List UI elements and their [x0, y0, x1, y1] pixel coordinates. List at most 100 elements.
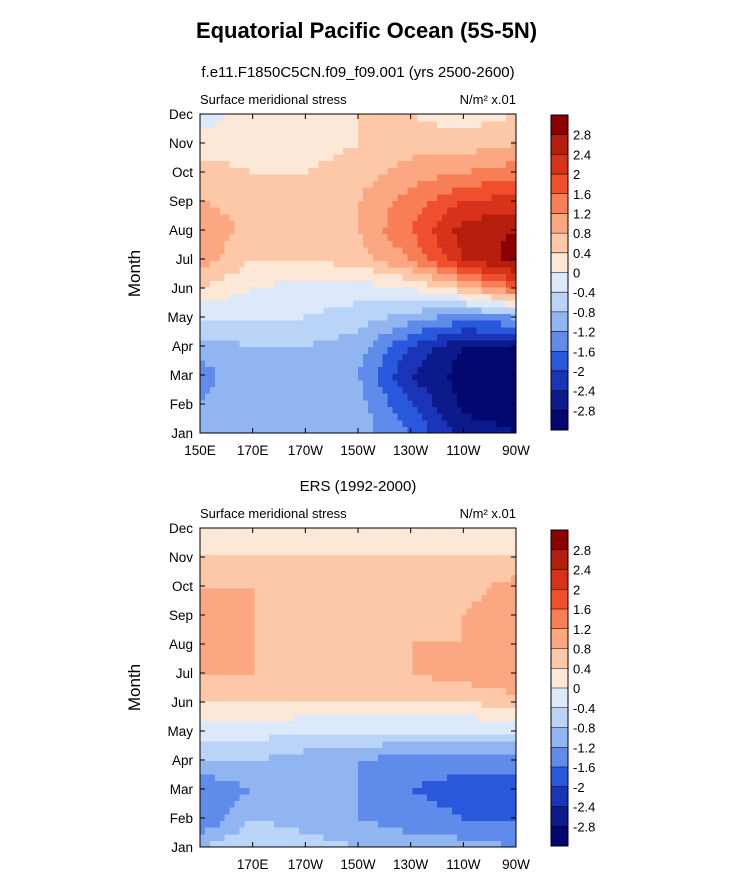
heatmap-cell	[224, 180, 231, 188]
heatmap-cell	[441, 419, 448, 427]
heatmap-cell	[476, 147, 483, 155]
heatmap-cell	[229, 306, 236, 314]
heatmap-cell	[274, 727, 280, 735]
heatmap-cell	[511, 266, 517, 275]
heatmap-cell	[279, 266, 285, 275]
heatmap-cell	[259, 120, 265, 128]
heatmap-cell	[293, 240, 300, 248]
heatmap-cell	[239, 379, 246, 388]
heatmap-cell	[367, 660, 374, 669]
heatmap-cell	[402, 773, 408, 782]
heatmap-cell	[224, 714, 231, 722]
heatmap-cell	[293, 674, 300, 682]
heatmap-cell	[229, 827, 236, 835]
heatmap-cell	[348, 240, 354, 248]
heatmap-cell	[496, 280, 502, 288]
heatmap-cell	[417, 727, 423, 735]
heatmap-cell	[387, 800, 394, 808]
heatmap-cell	[229, 700, 236, 709]
heatmap-cell	[387, 707, 394, 715]
heatmap-cell	[412, 326, 418, 334]
heatmap-cell	[481, 153, 487, 162]
heatmap-cell	[362, 714, 369, 722]
heatmap-cell	[224, 654, 231, 662]
heatmap-cell	[259, 406, 265, 414]
heatmap-cell	[377, 253, 384, 261]
heatmap-cell	[402, 760, 408, 768]
heatmap-cell	[407, 226, 413, 235]
heatmap-cell	[481, 793, 487, 802]
heatmap-cell	[308, 740, 315, 748]
heatmap-cell	[437, 406, 443, 414]
heatmap-cell	[343, 680, 349, 689]
heatmap-cell	[362, 280, 369, 288]
heatmap-cell	[402, 226, 408, 235]
heatmap-cell	[219, 280, 226, 288]
heatmap-cell	[274, 293, 280, 301]
heatmap-cell	[269, 147, 275, 155]
heatmap-cell	[249, 133, 255, 142]
heatmap-cell	[486, 180, 492, 188]
heatmap-cell	[456, 187, 463, 195]
heatmap-cell	[264, 167, 270, 175]
heatmap-cell	[501, 300, 507, 308]
heatmap-cell	[353, 813, 359, 822]
heatmap-cell	[214, 326, 221, 334]
heatmap-cell	[446, 386, 453, 394]
heatmap-cell	[343, 300, 349, 308]
heatmap-cell	[313, 246, 320, 255]
heatmap-cell	[441, 366, 448, 374]
heatmap-cell	[481, 200, 487, 208]
heatmap-cell	[348, 187, 354, 195]
heatmap-cell	[323, 160, 329, 168]
heatmap-cell	[382, 300, 389, 308]
heatmap-cell	[204, 680, 211, 689]
heatmap-cell	[432, 393, 438, 401]
heatmap-cell	[209, 147, 216, 155]
heatmap-cell	[432, 313, 438, 321]
heatmap-cell	[338, 147, 344, 155]
heatmap-cell	[279, 333, 285, 341]
heatmap-cell	[427, 714, 433, 722]
heatmap-cell	[427, 253, 433, 261]
heatmap-cell	[264, 133, 270, 142]
heatmap-cell	[348, 193, 354, 201]
heatmap-cell	[506, 273, 512, 281]
heatmap-cell	[422, 840, 428, 848]
heatmap-cell	[264, 280, 270, 288]
heatmap-cell	[209, 187, 216, 195]
heatmap-cell	[437, 694, 443, 702]
heatmap-cell	[367, 133, 374, 142]
heatmap-cell	[496, 734, 502, 742]
heatmap-cell	[269, 260, 275, 268]
heatmap-cell	[387, 694, 394, 702]
heatmap-cell	[328, 133, 334, 142]
heatmap-cell	[377, 326, 384, 334]
heatmap-cell	[264, 753, 270, 762]
heatmap-cell	[446, 827, 453, 835]
heatmap-cell	[328, 207, 334, 215]
heatmap-cell	[456, 827, 463, 835]
heatmap-cell	[501, 333, 507, 341]
heatmap-cell	[338, 300, 344, 308]
heatmap-field	[200, 114, 517, 434]
heatmap-cell	[298, 714, 305, 722]
heatmap-cell	[318, 286, 325, 295]
heatmap-cell	[219, 379, 226, 388]
heatmap-cell	[209, 366, 216, 374]
heatmap-cell	[446, 813, 453, 822]
heatmap-cell	[298, 213, 305, 221]
heatmap-cell	[451, 373, 458, 381]
heatmap-cell	[456, 153, 463, 162]
heatmap-cell	[422, 266, 428, 275]
heatmap-cell	[313, 266, 320, 275]
heatmap-cell	[441, 753, 448, 762]
heatmap-cell	[279, 760, 285, 768]
heatmap-cell	[279, 787, 285, 795]
heatmap-cell	[264, 320, 270, 328]
heatmap-cell	[279, 366, 285, 374]
heatmap-cell	[446, 147, 453, 155]
heatmap-cell	[204, 747, 211, 755]
heatmap-cell	[358, 820, 364, 828]
heatmap-cell	[511, 379, 517, 388]
